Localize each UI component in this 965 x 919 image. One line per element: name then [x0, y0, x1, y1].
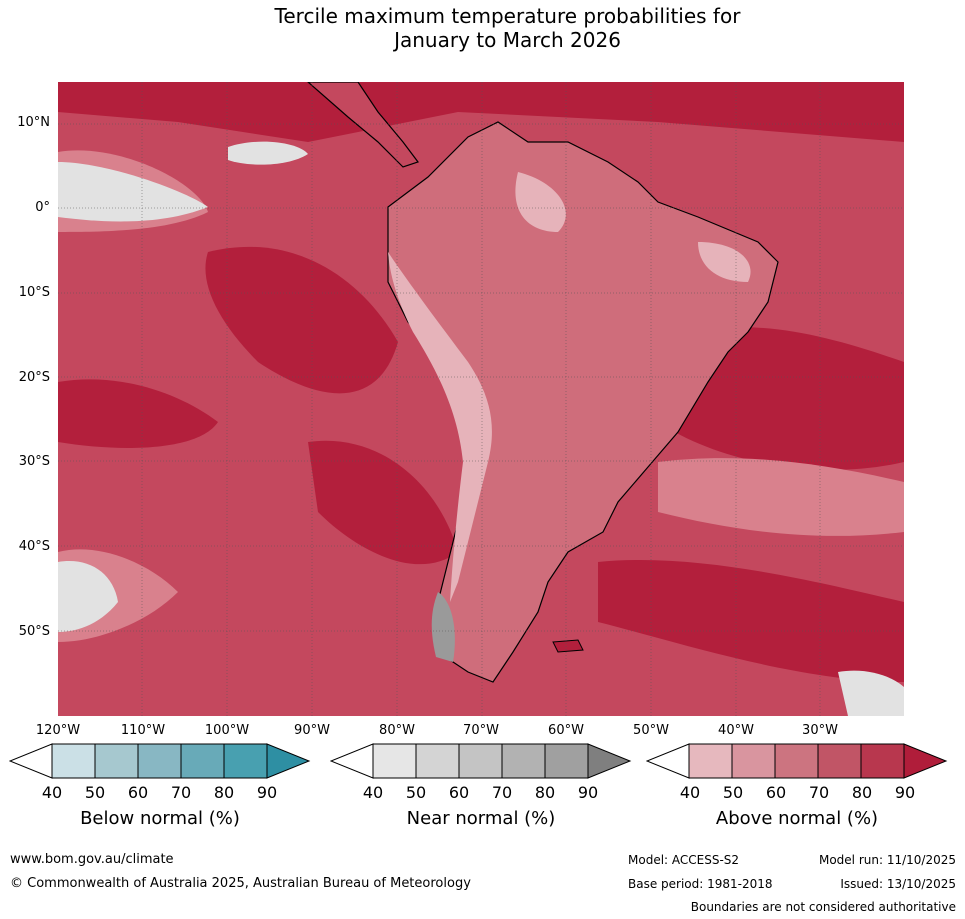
- lat-label: 40°S: [18, 539, 50, 554]
- near-normal-title: Near normal (%): [406, 808, 556, 829]
- colorbar-tick: 70: [491, 783, 513, 802]
- colorbar-tick: 40: [41, 783, 63, 802]
- colorbar-segment: [51, 743, 96, 779]
- colorbar-segment: [501, 743, 546, 779]
- colorbar-tick: 40: [362, 783, 384, 802]
- lon-label: 80°W: [379, 723, 415, 738]
- dark-band: [205, 246, 398, 394]
- lon-label: 40°W: [718, 723, 754, 738]
- disclaimer-text: Boundaries are not considered authoritat…: [690, 900, 956, 914]
- colorbar-tick: 90: [256, 783, 278, 802]
- lon-label: 120°W: [35, 723, 81, 738]
- colorbar-segment: [903, 743, 948, 779]
- colorbar-tick: 80: [213, 783, 235, 802]
- lat-label: 30°S: [18, 454, 50, 469]
- falkland-islands: [552, 639, 584, 653]
- near-normal-patch: [228, 141, 308, 165]
- lat-label: 10°S: [18, 285, 50, 300]
- colorbar-segment: [94, 743, 139, 779]
- colorbar-segment: [137, 743, 182, 779]
- forecast-map: [58, 82, 904, 716]
- model-text: Model: ACCESS-S2: [628, 853, 740, 867]
- amazon-pale-patch: [515, 172, 566, 232]
- lon-label: 60°W: [548, 723, 584, 738]
- lon-gridlines: [141, 82, 821, 716]
- dark-band: [58, 82, 904, 142]
- lon-label: 90°W: [294, 723, 330, 738]
- andes-highland: [388, 252, 492, 602]
- lat-gridlines: [58, 123, 904, 632]
- colorbar-tick: 80: [851, 783, 873, 802]
- above-normal-title: Above normal (%): [715, 808, 879, 829]
- colorbar-tick: 60: [127, 783, 149, 802]
- lon-label: 110°W: [120, 723, 166, 738]
- lat-label: 20°S: [18, 370, 50, 385]
- lat-label: 10°N: [17, 115, 50, 130]
- colorbar-segment: [774, 743, 819, 779]
- colorbar-tick: 90: [894, 783, 916, 802]
- lat-label: 50°S: [18, 624, 50, 639]
- colorbar-segment: [266, 743, 311, 779]
- near-normal-patch: [838, 670, 904, 716]
- light-patch: [658, 458, 904, 536]
- colorbar-tick: 60: [448, 783, 470, 802]
- colorbar-segment: [223, 743, 268, 779]
- lon-label: 50°W: [633, 723, 669, 738]
- central-america-landmass: [307, 82, 419, 168]
- patagonia-near-normal: [431, 592, 455, 662]
- colorbar-tick: 60: [765, 783, 787, 802]
- brazil-pale-patch: [698, 242, 751, 282]
- lon-label: 70°W: [463, 723, 499, 738]
- colorbar-segment: [731, 743, 776, 779]
- colorbar-segment: [587, 743, 632, 779]
- colorbar-segment: [860, 743, 905, 779]
- lon-label: 30°W: [802, 723, 838, 738]
- near-normal-patch: [58, 162, 208, 222]
- colorbar-tick: 50: [405, 783, 427, 802]
- colorbar-tick: 50: [722, 783, 744, 802]
- colorbar-tick: 90: [577, 783, 599, 802]
- copyright-text: © Commonwealth of Australia 2025, Austra…: [10, 876, 471, 891]
- issued-text: Issued: 13/10/2025: [840, 877, 956, 891]
- colorbar-segment: [646, 743, 690, 779]
- colorbar-segment: [817, 743, 862, 779]
- lon-label: 100°W: [204, 723, 250, 738]
- dark-band: [308, 440, 458, 565]
- base-period-text: Base period: 1981-2018: [628, 877, 773, 891]
- colorbar-segment: [9, 743, 53, 779]
- colorbar-tick: 70: [170, 783, 192, 802]
- colorbar-segment: [688, 743, 733, 779]
- colorbar-tick: 50: [84, 783, 106, 802]
- near-normal-colorbar: [330, 743, 632, 779]
- below-normal-title: Below normal (%): [80, 808, 240, 829]
- colorbar-segment: [330, 743, 374, 779]
- website-link[interactable]: www.bom.gov.au/climate: [10, 852, 174, 867]
- near-normal-patch: [58, 561, 118, 632]
- colorbar-tick: 80: [534, 783, 556, 802]
- model-run-text: Model run: 11/10/2025: [818, 853, 956, 867]
- colorbar-tick: 70: [808, 783, 830, 802]
- dark-band: [58, 379, 218, 448]
- lat-label: 0°: [35, 200, 50, 215]
- colorbar-segment: [180, 743, 225, 779]
- colorbar-segment: [415, 743, 460, 779]
- colorbar-segment: [458, 743, 503, 779]
- dark-band: [598, 560, 904, 682]
- colorbar-segment: [372, 743, 417, 779]
- below-normal-colorbar: [9, 743, 311, 779]
- above-normal-colorbar: [646, 743, 948, 779]
- title-line-1: Tercile maximum temperature probabilitie…: [274, 4, 741, 28]
- colorbar-segment: [544, 743, 589, 779]
- title-line-2: January to March 2026: [394, 28, 621, 52]
- colorbar-tick: 40: [679, 783, 701, 802]
- chart-title: Tercile maximum temperature probabilitie…: [0, 4, 965, 52]
